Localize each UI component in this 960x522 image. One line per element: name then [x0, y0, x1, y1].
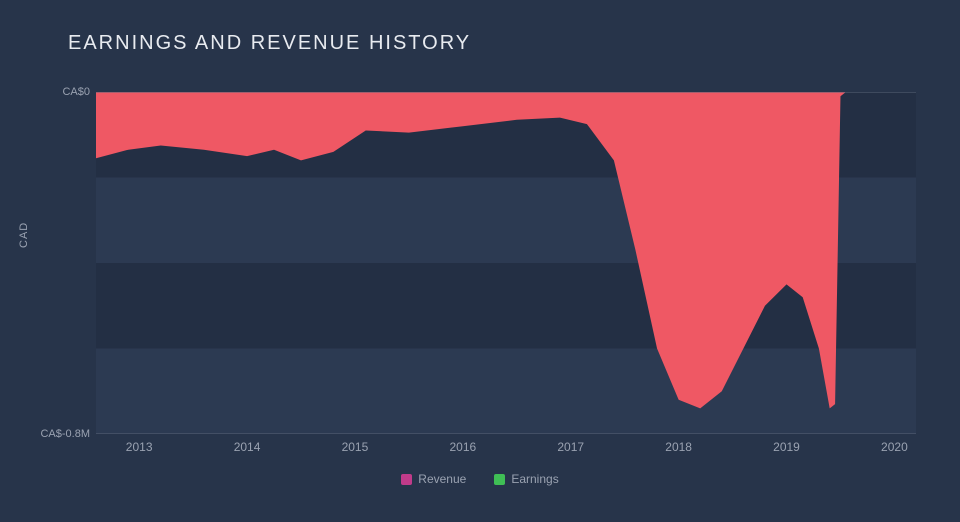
y-tick-label: CA$0: [30, 86, 90, 98]
legend: Revenue Earnings: [0, 472, 960, 486]
y-axis-label: CAD: [18, 222, 30, 248]
x-tick-label: 2020: [881, 440, 908, 454]
earnings-revenue-chart: EARNINGS AND REVENUE HISTORY CAD CA$0 CA$…: [0, 0, 960, 522]
legend-item-earnings: Earnings: [494, 472, 558, 486]
x-tick-label: 2017: [557, 440, 584, 454]
x-tick-label: 2014: [234, 440, 261, 454]
x-tick-label: 2016: [449, 440, 476, 454]
y-tick-label: CA$-0.8M: [30, 428, 90, 440]
legend-item-revenue: Revenue: [401, 472, 466, 486]
x-tick-label: 2015: [342, 440, 369, 454]
chart-title: EARNINGS AND REVENUE HISTORY: [68, 32, 471, 55]
earnings-swatch: [494, 474, 505, 485]
x-tick-label: 2019: [773, 440, 800, 454]
revenue-swatch: [401, 474, 412, 485]
plot-area: [96, 92, 916, 434]
x-tick-label: 2013: [126, 440, 153, 454]
legend-label: Revenue: [418, 472, 466, 486]
legend-label: Earnings: [511, 472, 558, 486]
x-tick-label: 2018: [665, 440, 692, 454]
